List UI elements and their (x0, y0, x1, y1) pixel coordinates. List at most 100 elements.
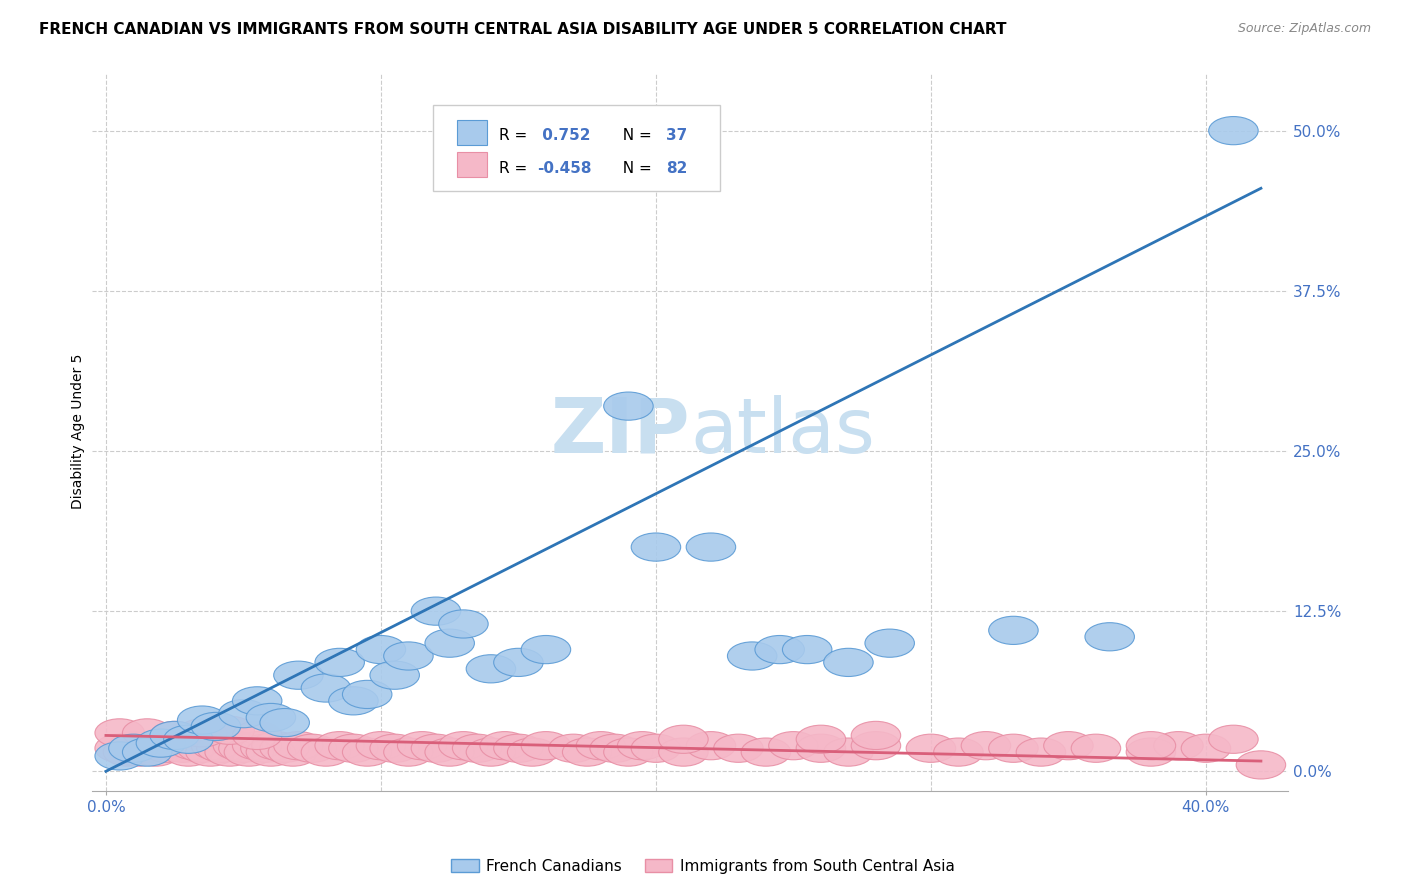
Text: R =: R = (499, 128, 531, 143)
Ellipse shape (301, 738, 350, 766)
Ellipse shape (219, 734, 269, 763)
Text: FRENCH CANADIAN VS IMMIGRANTS FROM SOUTH CENTRAL ASIA DISABILITY AGE UNDER 5 COR: FRENCH CANADIAN VS IMMIGRANTS FROM SOUTH… (39, 22, 1007, 37)
Ellipse shape (782, 635, 832, 664)
Ellipse shape (356, 731, 406, 760)
Ellipse shape (851, 731, 901, 760)
Ellipse shape (425, 629, 474, 657)
Ellipse shape (934, 738, 983, 766)
Ellipse shape (150, 722, 200, 749)
Ellipse shape (962, 731, 1011, 760)
Text: 82: 82 (666, 161, 688, 176)
Text: Source: ZipAtlas.com: Source: ZipAtlas.com (1237, 22, 1371, 36)
Ellipse shape (108, 734, 159, 763)
Ellipse shape (329, 687, 378, 714)
Ellipse shape (122, 719, 172, 747)
Ellipse shape (907, 734, 956, 763)
Ellipse shape (191, 713, 240, 740)
Ellipse shape (603, 738, 654, 766)
Ellipse shape (439, 610, 488, 638)
Ellipse shape (169, 731, 219, 760)
Ellipse shape (658, 725, 709, 754)
Ellipse shape (1154, 731, 1204, 760)
Ellipse shape (494, 734, 543, 763)
Ellipse shape (769, 731, 818, 760)
Ellipse shape (988, 616, 1038, 644)
Ellipse shape (150, 729, 200, 757)
Text: N =: N = (613, 128, 657, 143)
Ellipse shape (398, 731, 447, 760)
Ellipse shape (232, 722, 283, 749)
Ellipse shape (522, 635, 571, 664)
Ellipse shape (824, 738, 873, 766)
Ellipse shape (163, 725, 214, 754)
Ellipse shape (329, 734, 378, 763)
Ellipse shape (122, 738, 172, 766)
Ellipse shape (603, 392, 654, 420)
Ellipse shape (439, 731, 488, 760)
Ellipse shape (1071, 734, 1121, 763)
Ellipse shape (232, 687, 283, 714)
Ellipse shape (205, 716, 254, 745)
Ellipse shape (356, 635, 406, 664)
Ellipse shape (96, 742, 145, 770)
Ellipse shape (163, 738, 214, 766)
Text: 37: 37 (666, 128, 688, 143)
Ellipse shape (631, 533, 681, 561)
Ellipse shape (246, 704, 295, 731)
Ellipse shape (224, 738, 274, 766)
Legend: French Canadians, Immigrants from South Central Asia: French Canadians, Immigrants from South … (444, 853, 962, 880)
Ellipse shape (411, 734, 461, 763)
Ellipse shape (274, 731, 323, 760)
Ellipse shape (274, 661, 323, 690)
Ellipse shape (467, 738, 516, 766)
Ellipse shape (548, 734, 598, 763)
Ellipse shape (591, 734, 640, 763)
Ellipse shape (384, 642, 433, 670)
Ellipse shape (219, 699, 269, 728)
Ellipse shape (142, 734, 191, 763)
Ellipse shape (370, 734, 419, 763)
Ellipse shape (617, 731, 666, 760)
Ellipse shape (494, 648, 543, 676)
Ellipse shape (287, 734, 337, 763)
Ellipse shape (260, 708, 309, 737)
Y-axis label: Disability Age Under 5: Disability Age Under 5 (72, 354, 86, 509)
Ellipse shape (343, 738, 392, 766)
Ellipse shape (1209, 725, 1258, 754)
Ellipse shape (177, 734, 226, 763)
Ellipse shape (315, 648, 364, 676)
Text: ZIP: ZIP (551, 395, 690, 469)
Ellipse shape (1236, 751, 1285, 779)
Ellipse shape (824, 648, 873, 676)
Text: atlas: atlas (690, 395, 875, 469)
Ellipse shape (1017, 738, 1066, 766)
Text: R =: R = (499, 161, 531, 176)
Ellipse shape (1126, 738, 1175, 766)
Ellipse shape (411, 597, 461, 625)
Ellipse shape (186, 738, 235, 766)
Ellipse shape (315, 731, 364, 760)
Ellipse shape (96, 719, 145, 747)
Ellipse shape (343, 681, 392, 708)
Ellipse shape (1085, 623, 1135, 651)
Ellipse shape (851, 722, 901, 749)
FancyBboxPatch shape (457, 120, 486, 145)
Ellipse shape (727, 642, 778, 670)
Ellipse shape (260, 734, 309, 763)
Ellipse shape (1181, 734, 1230, 763)
Ellipse shape (686, 533, 735, 561)
Ellipse shape (269, 738, 318, 766)
Ellipse shape (214, 731, 263, 760)
Ellipse shape (479, 731, 530, 760)
Ellipse shape (796, 725, 845, 754)
Ellipse shape (131, 738, 180, 766)
Ellipse shape (205, 738, 254, 766)
Ellipse shape (865, 629, 914, 657)
Ellipse shape (1043, 731, 1094, 760)
Ellipse shape (246, 738, 295, 766)
Text: N =: N = (613, 161, 657, 176)
Ellipse shape (562, 738, 612, 766)
Ellipse shape (714, 734, 763, 763)
Ellipse shape (122, 734, 172, 763)
Ellipse shape (177, 706, 226, 734)
